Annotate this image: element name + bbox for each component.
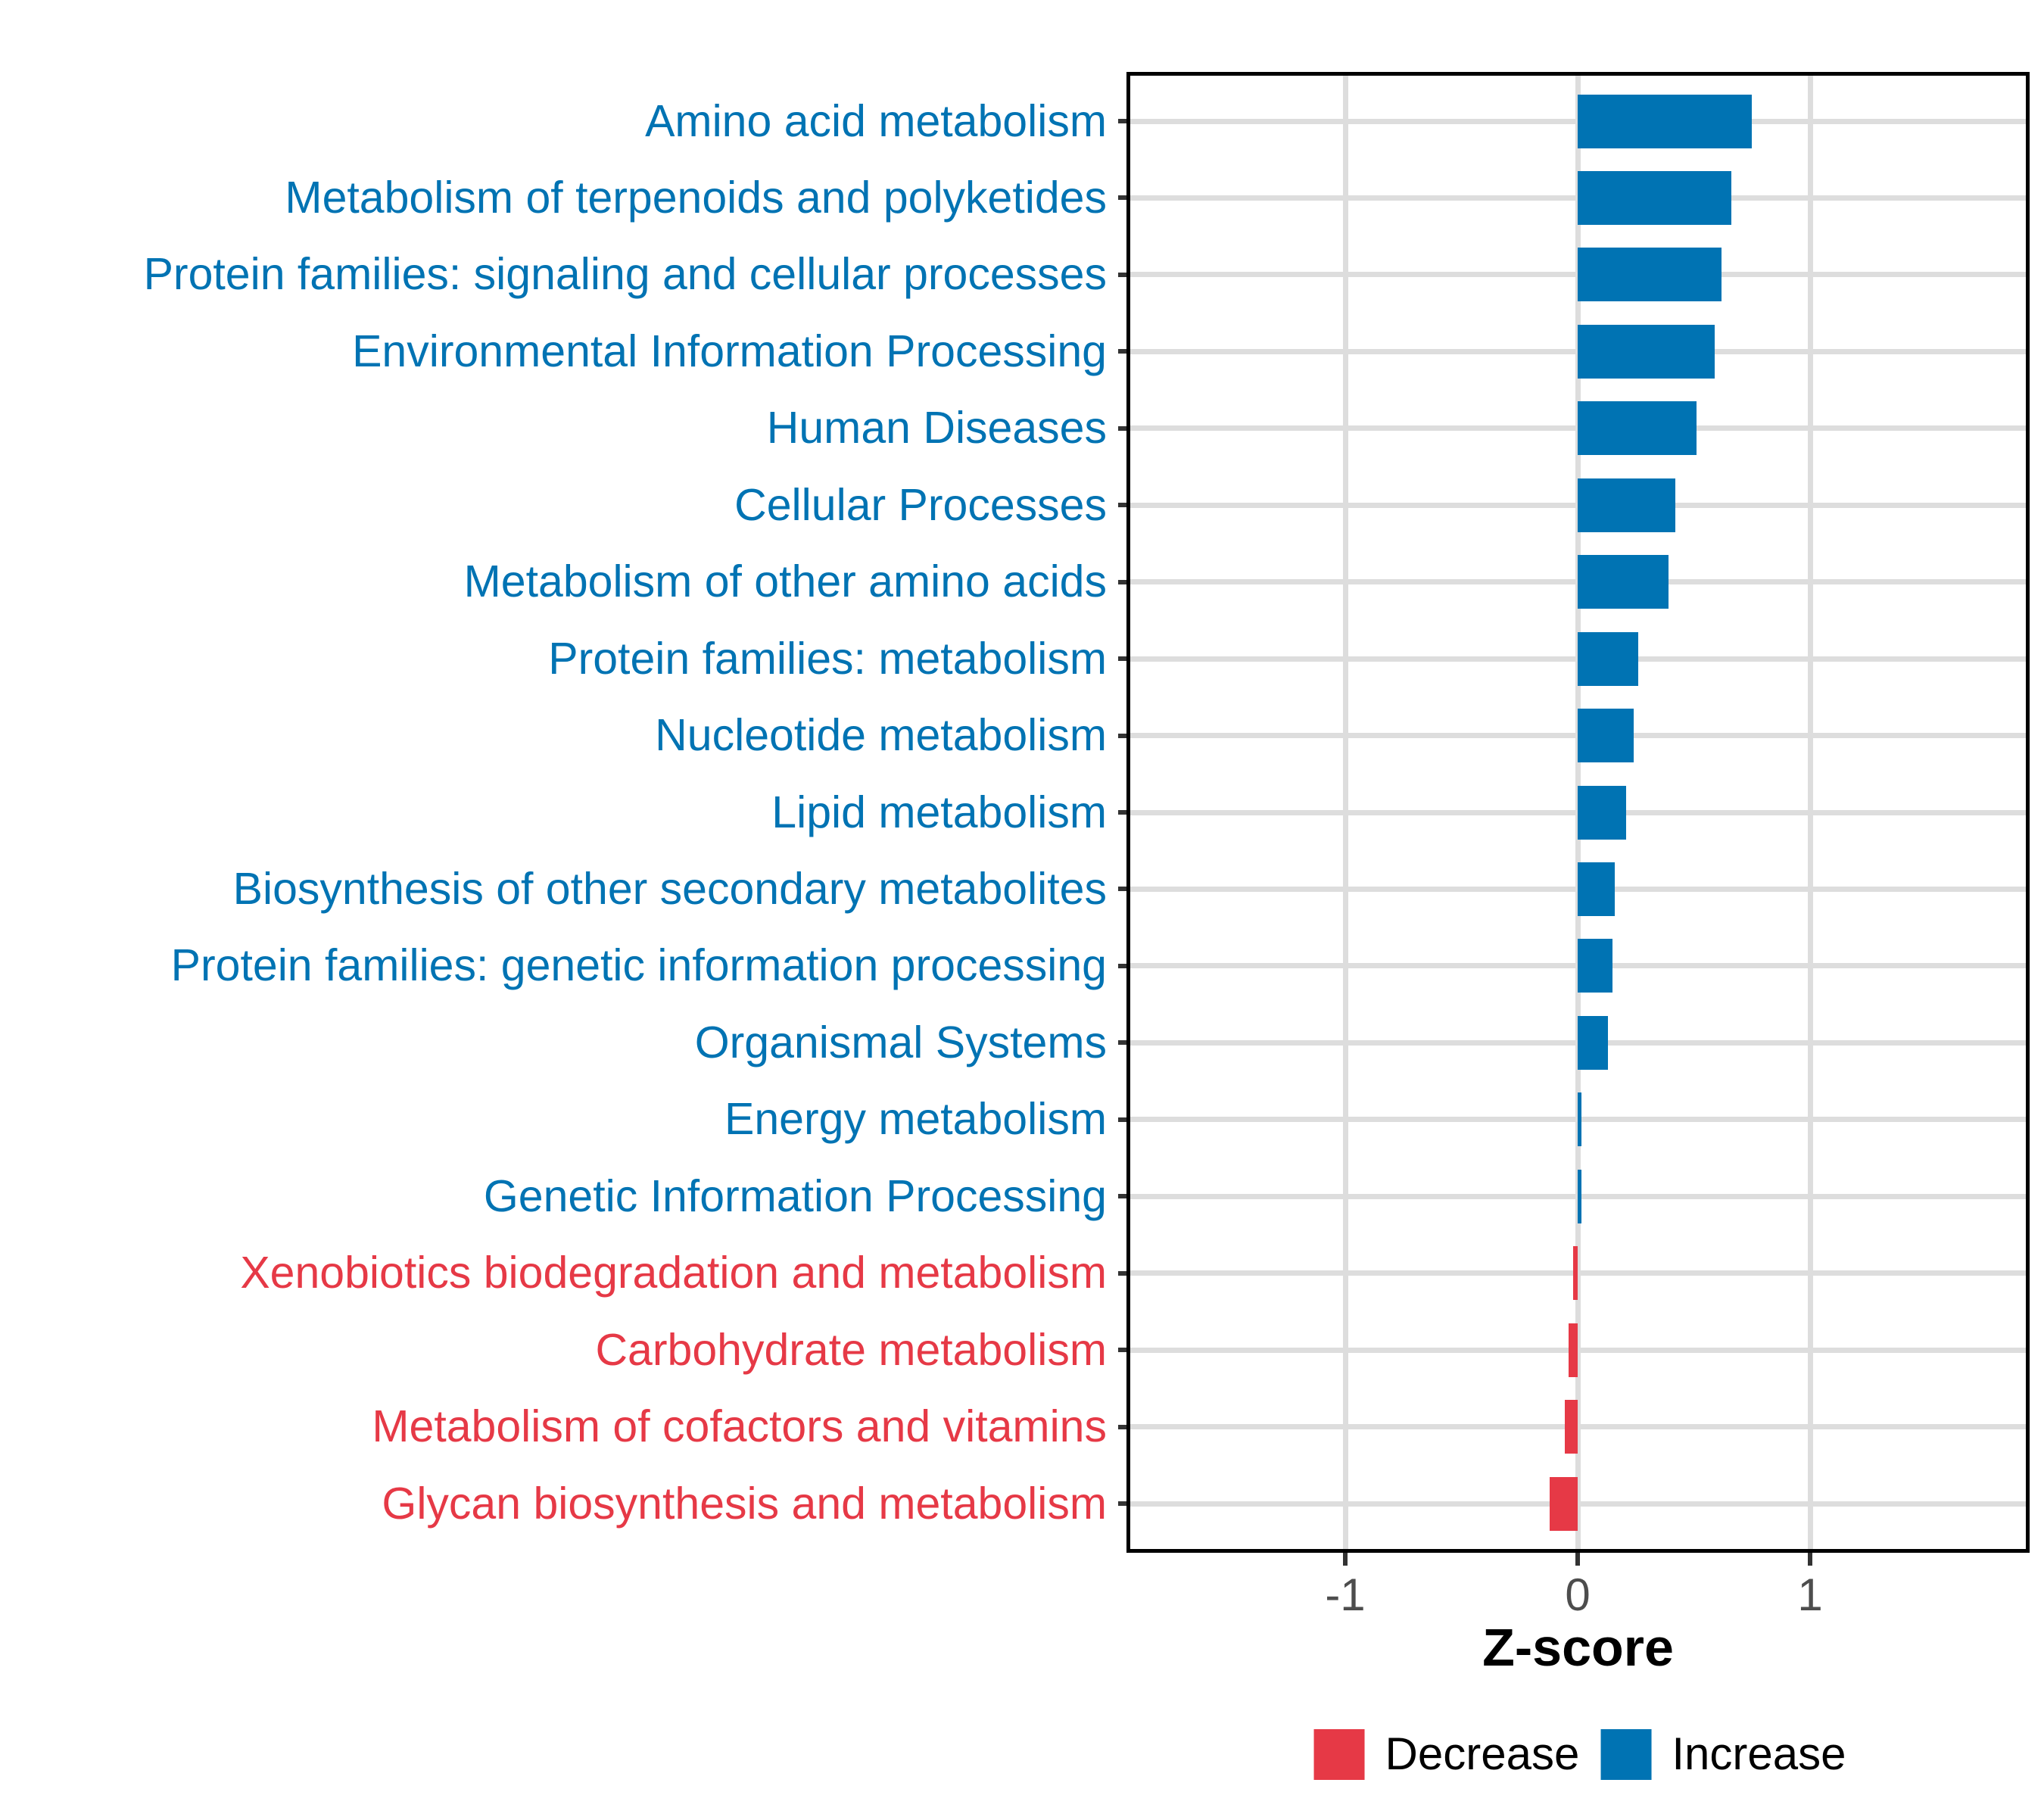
y-tick-mark (1118, 579, 1130, 584)
gridline-horizontal (1130, 1424, 2026, 1430)
y-tick-mark (1118, 1501, 1130, 1506)
gridline-horizontal (1130, 1347, 2026, 1353)
bar (1578, 94, 1753, 148)
y-axis-label: Cellular Processes (734, 479, 1107, 530)
bar (1578, 324, 1715, 379)
x-tick-label: 1 (1797, 1569, 1823, 1620)
y-tick-mark (1118, 733, 1130, 738)
x-tick-label: -1 (1325, 1569, 1366, 1620)
bar (1578, 401, 1697, 456)
bar (1578, 1169, 1581, 1223)
y-tick-mark (1118, 425, 1130, 431)
y-axis-label: Glycan biosynthesis and metabolism (382, 1478, 1107, 1529)
y-tick-mark (1118, 963, 1130, 968)
bar (1578, 631, 1638, 686)
y-axis-label: Organismal Systems (694, 1017, 1107, 1067)
x-tick-mark (1808, 1553, 1812, 1566)
bar (1578, 939, 1613, 993)
gridline-horizontal (1130, 1501, 2026, 1507)
y-axis-label: Genetic Information Processing (483, 1170, 1107, 1221)
bar (1578, 478, 1675, 532)
bar (1550, 1476, 1578, 1531)
y-tick-mark (1118, 1270, 1130, 1276)
y-tick-mark (1118, 887, 1130, 892)
y-axis-label: Xenobiotics biodegradation and metabolis… (240, 1248, 1107, 1298)
x-tick-mark (1343, 1553, 1348, 1566)
y-axis-label: Protein families: metabolism (548, 633, 1107, 684)
y-axis-label: Protein families: genetic information pr… (170, 940, 1107, 991)
increase-swatch-icon (1600, 1728, 1652, 1780)
bar (1578, 785, 1627, 840)
y-axis-label: Metabolism of other amino acids (463, 556, 1107, 607)
y-axis-label: Environmental Information Processing (352, 326, 1107, 376)
y-axis-label: Lipid metabolism (771, 787, 1107, 837)
x-axis-title: Z-score (1482, 1618, 1674, 1677)
y-axis-label: Energy metabolism (724, 1094, 1107, 1145)
gridline-horizontal (1130, 1270, 2026, 1276)
y-tick-mark (1118, 1194, 1130, 1199)
legend-label-decrease: Decrease (1385, 1728, 1580, 1779)
y-axis-label: Amino acid metabolism (645, 95, 1107, 146)
y-axis-label: Metabolism of terpenoids and polyketides (285, 172, 1107, 223)
bar (1572, 1246, 1578, 1301)
x-tick-label: 0 (1565, 1569, 1591, 1620)
y-axis-label: Metabolism of cofactors and vitamins (372, 1401, 1107, 1452)
y-axis-label: Carbohydrate metabolism (595, 1324, 1107, 1375)
y-tick-mark (1118, 349, 1130, 354)
legend-item-increase: Increase (1600, 1728, 1846, 1780)
bar (1578, 1092, 1581, 1147)
x-tick-mark (1575, 1553, 1580, 1566)
y-tick-mark (1118, 503, 1130, 508)
bar (1568, 1323, 1578, 1377)
legend-label-increase: Increase (1672, 1728, 1846, 1779)
y-tick-mark (1118, 1424, 1130, 1429)
bar (1578, 248, 1722, 302)
bar (1578, 709, 1634, 763)
legend-item-decrease: Decrease (1313, 1728, 1580, 1780)
y-tick-mark (1118, 1348, 1130, 1353)
y-tick-mark (1118, 1117, 1130, 1122)
decrease-swatch-icon (1313, 1728, 1365, 1780)
bar (1578, 1015, 1608, 1070)
bar (1578, 862, 1616, 916)
y-tick-mark (1118, 119, 1130, 123)
bar (1578, 555, 1669, 609)
plot-panel (1126, 72, 2030, 1553)
y-axis-label: Nucleotide metabolism (655, 710, 1107, 761)
legend: Decrease Increase (1313, 1728, 1846, 1780)
y-axis-label: Biosynthesis of other secondary metaboli… (232, 863, 1107, 914)
y-tick-mark (1118, 195, 1130, 201)
bar (1578, 170, 1731, 225)
y-axis-label: Human Diseases (766, 403, 1107, 453)
y-tick-mark (1118, 810, 1130, 815)
y-tick-mark (1118, 1040, 1130, 1046)
bar (1565, 1400, 1578, 1454)
y-tick-mark (1118, 272, 1130, 277)
y-tick-mark (1118, 656, 1130, 662)
y-axis-label: Protein families: signaling and cellular… (143, 249, 1107, 300)
